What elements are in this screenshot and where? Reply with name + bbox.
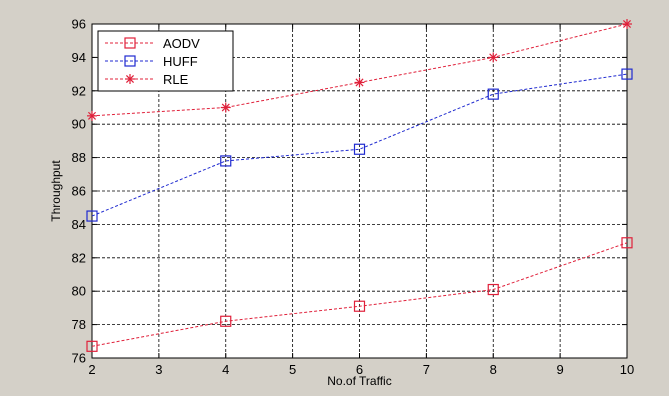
x-tick-label: 3 <box>155 362 162 377</box>
y-tick-label: 76 <box>72 351 86 366</box>
y-tick-label: 92 <box>72 83 86 98</box>
y-tick-label: 96 <box>72 17 86 32</box>
data-point-rle <box>488 52 499 63</box>
legend-item-aodv: AODV <box>105 36 200 51</box>
data-point-rle <box>87 110 97 121</box>
legend-label-rle: RLE <box>163 72 189 87</box>
x-tick-label: 5 <box>289 362 296 377</box>
y-tick-label: 94 <box>72 50 86 65</box>
y-tick-label: 86 <box>72 184 86 199</box>
y-tick-label: 88 <box>72 150 86 165</box>
data-point-huff <box>220 155 232 167</box>
series-line-aodv <box>91 242 628 347</box>
x-tick-label: 7 <box>423 362 430 377</box>
legend-label-aodv: AODV <box>163 36 200 51</box>
y-tick-label: 78 <box>72 317 86 332</box>
legend-item-rle: RLE <box>105 72 189 87</box>
legend-marker-rle <box>125 74 135 84</box>
series-huff <box>86 68 633 222</box>
x-tick-label: 8 <box>490 362 497 377</box>
x-tick-label: 10 <box>620 362 634 377</box>
x-tick-label: 6 <box>356 362 363 377</box>
y-tick-label: 84 <box>72 217 86 232</box>
data-point-huff <box>353 143 366 155</box>
data-point-huff <box>487 88 499 100</box>
x-tick-label: 9 <box>557 362 564 377</box>
data-point-aodv <box>621 237 633 249</box>
data-point-huff <box>621 68 633 80</box>
x-tick-label: 2 <box>88 362 95 377</box>
data-point-aodv <box>487 283 499 296</box>
data-point-aodv <box>220 315 232 327</box>
legend-marker-huff <box>124 55 136 67</box>
legend-item-huff: HUFF <box>105 54 198 69</box>
y-tick-label: 82 <box>72 250 86 265</box>
data-point-rle <box>354 77 365 88</box>
y-tick-label: 80 <box>72 284 86 299</box>
data-point-aodv <box>353 300 366 312</box>
series-layer <box>86 19 633 352</box>
x-tick-label: 4 <box>222 362 229 377</box>
x-axis-label: No.of Traffic <box>327 374 391 388</box>
y-axis-label: Throughput <box>49 160 63 222</box>
legend-label-huff: HUFF <box>163 54 198 69</box>
data-point-rle <box>622 19 632 29</box>
series-line-huff <box>91 73 628 217</box>
series-aodv <box>86 237 633 352</box>
y-tick-label: 90 <box>72 117 86 132</box>
series-rle <box>87 19 632 121</box>
data-point-huff <box>86 210 98 222</box>
legend: AODV HUFF RLE <box>97 30 234 92</box>
legend-marker-aodv <box>124 37 136 49</box>
data-point-rle <box>220 102 231 113</box>
data-point-aodv <box>86 340 98 352</box>
